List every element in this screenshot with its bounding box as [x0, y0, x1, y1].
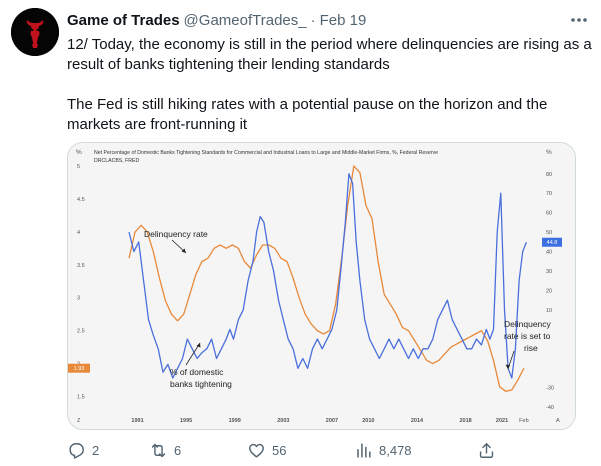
banks-tightening-line	[128, 173, 528, 379]
x-tick-label: 2007	[326, 418, 338, 424]
share-icon	[479, 442, 494, 458]
right-tick-label: -30	[546, 386, 554, 392]
like-count: 56	[272, 442, 287, 458]
retweet-count: 6	[174, 442, 182, 458]
left-tick-label: 4.5	[77, 197, 85, 203]
tweet-paragraph-2: The Fed is still hiking rates with a pot…	[67, 96, 548, 133]
x-tick-label: 2021	[496, 418, 508, 424]
right-tick-label: 30	[546, 269, 552, 275]
bottom-left-tick: Z	[77, 418, 81, 424]
tweet-actions: 2 6 56 8,478	[67, 440, 587, 460]
annotation-forecast-line2: rate is set to	[504, 331, 551, 341]
right-tick-label: 80	[546, 172, 552, 178]
x-tick-label: 2003	[277, 418, 289, 424]
chart-subtitle: DRCLACBS, FRED	[94, 158, 140, 164]
right-value-tag-label: 44.8	[547, 240, 558, 246]
delinquency-rate-line	[128, 165, 525, 392]
chart-right-unit: %	[546, 149, 552, 156]
right-tick-label: 50	[546, 230, 552, 236]
author-name[interactable]: Game of Trades	[67, 11, 180, 29]
author-avatar[interactable]	[11, 8, 59, 56]
reply-count: 2	[92, 442, 100, 458]
right-tick-label: -40	[546, 405, 554, 411]
views-count: 8,478	[379, 442, 412, 458]
annotation-tightening-line1: % of domestic	[170, 367, 224, 377]
x-tick-label: 2010	[362, 418, 374, 424]
reply-button[interactable]: 2	[67, 440, 99, 460]
right-tick-label: 10	[546, 308, 552, 314]
right-tick-label: 60	[546, 211, 552, 217]
x-tick-label: 2018	[459, 418, 471, 424]
reply-icon	[69, 442, 84, 459]
share-button[interactable]	[477, 440, 496, 460]
left-value-tag	[68, 363, 90, 373]
left-tick-label: 5	[77, 164, 80, 170]
tweet-date[interactable]: Feb 19	[319, 11, 367, 29]
annotation-tightening-line2: banks tightening	[170, 379, 232, 389]
views-icon	[357, 442, 371, 458]
left-value-tag-label: 1.93	[74, 366, 85, 372]
tweet-paragraph-1: 12/ Today, the economy is still in the p…	[67, 36, 592, 73]
annotation-forecast-line3: rise	[524, 343, 538, 353]
like-button[interactable]: 56	[247, 440, 286, 460]
x-tick-label: Feb	[519, 418, 528, 424]
bull-logo	[11, 8, 59, 56]
annotation-delinquency-arrowhead	[181, 248, 186, 253]
views-button[interactable]: 8,478	[354, 440, 412, 460]
retweet-button[interactable]: 6	[149, 440, 181, 460]
author-handle[interactable]: @GameofTrades_	[183, 11, 307, 29]
left-tick-label: 3.5	[77, 263, 85, 269]
tweet-text: 12/ Today, the economy is still in the p…	[67, 35, 592, 135]
right-tick-label: 20	[546, 288, 552, 294]
annotation-forecast-arrowhead	[505, 364, 510, 369]
right-tick-label: 70	[546, 191, 552, 197]
left-tick-label: 4	[77, 230, 80, 236]
left-tick-label: 2.5	[77, 329, 85, 335]
heart-icon	[249, 443, 264, 458]
x-tick-label: 1995	[180, 418, 192, 424]
annotation-tightening-arrowhead	[196, 343, 201, 348]
chart: % % Net Percentage of Domestic Banks Tig…	[68, 143, 575, 429]
x-tick-label: 1991	[131, 418, 143, 424]
bottom-right-tick: A	[556, 418, 560, 424]
annotation-tightening-arrow	[185, 342, 201, 366]
chart-image[interactable]: % % Net Percentage of Domestic Banks Tig…	[67, 142, 576, 430]
x-tick-label: 1999	[229, 418, 241, 424]
annotation-forecast-line1: Delinquency	[504, 319, 552, 329]
x-tick-label: 2014	[411, 418, 424, 424]
tweet-header: Game of Trades @GameofTrades_ · Feb 19	[67, 9, 589, 31]
chart-title: Net Percentage of Domestic Banks Tighten…	[94, 150, 438, 156]
more-dots-icon[interactable]	[569, 11, 589, 29]
left-tick-label: 1.5	[77, 395, 85, 401]
chart-left-unit: %	[76, 149, 82, 156]
right-tick-label: 40	[546, 250, 552, 256]
right-value-tag	[542, 237, 562, 247]
left-tick-label: 3	[77, 296, 80, 302]
annotation-delinquency: Delinquency rate	[144, 229, 208, 239]
header-separator: ·	[310, 11, 316, 29]
retweet-icon	[151, 443, 166, 457]
